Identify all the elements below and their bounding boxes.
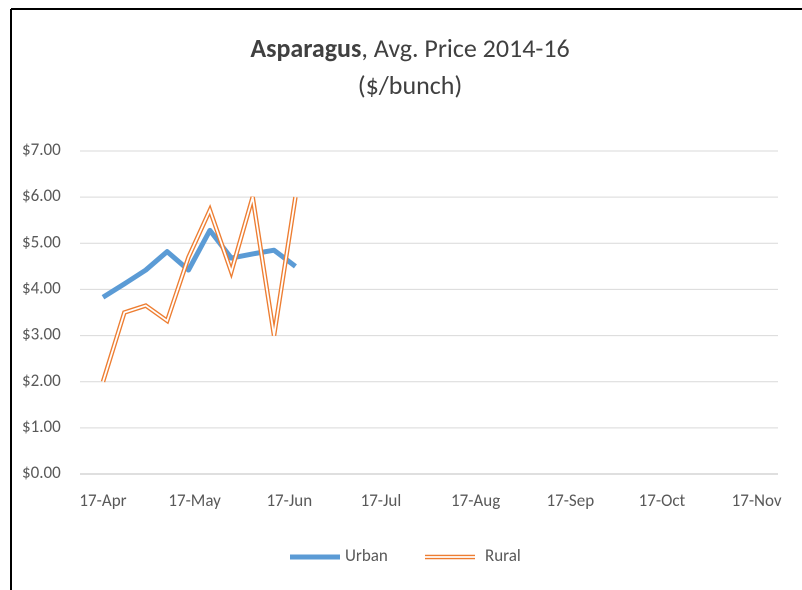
x-tick-label: 17-Nov [732,490,782,511]
chart-subtitle: ($/bunch) [358,69,463,101]
x-tick-label: 17-Sep [546,490,594,511]
chart-title-line: Asparagus, Avg. Price 2014-16 [250,32,569,64]
y-tick-label: $3.00 [22,324,61,345]
chart-title: Asparagus [250,32,361,64]
legend-label: Urban [345,545,388,566]
x-tick-label: 17-Jun [266,490,312,511]
x-tick-label: 17-Jul [361,490,402,511]
y-tick-label: $4.00 [22,277,61,298]
rural-line-inner [102,196,297,382]
x-tick-label: 17-Aug [451,490,500,511]
y-tick-label: $5.00 [22,231,61,252]
y-tick-label: $6.00 [22,185,61,206]
y-tick-label: $2.00 [22,370,61,391]
legend-label: Rural [485,545,521,566]
y-tick-label: $1.00 [22,416,61,437]
y-tick-label: $0.00 [22,462,61,483]
x-tick-label: 17-Oct [639,490,686,511]
chart-title-rest: , Avg. Price 2014-16 [361,32,569,64]
y-tick-label: $7.00 [22,139,61,160]
x-tick-label: 17-May [168,490,221,511]
x-tick-label: 17-Apr [79,490,126,511]
